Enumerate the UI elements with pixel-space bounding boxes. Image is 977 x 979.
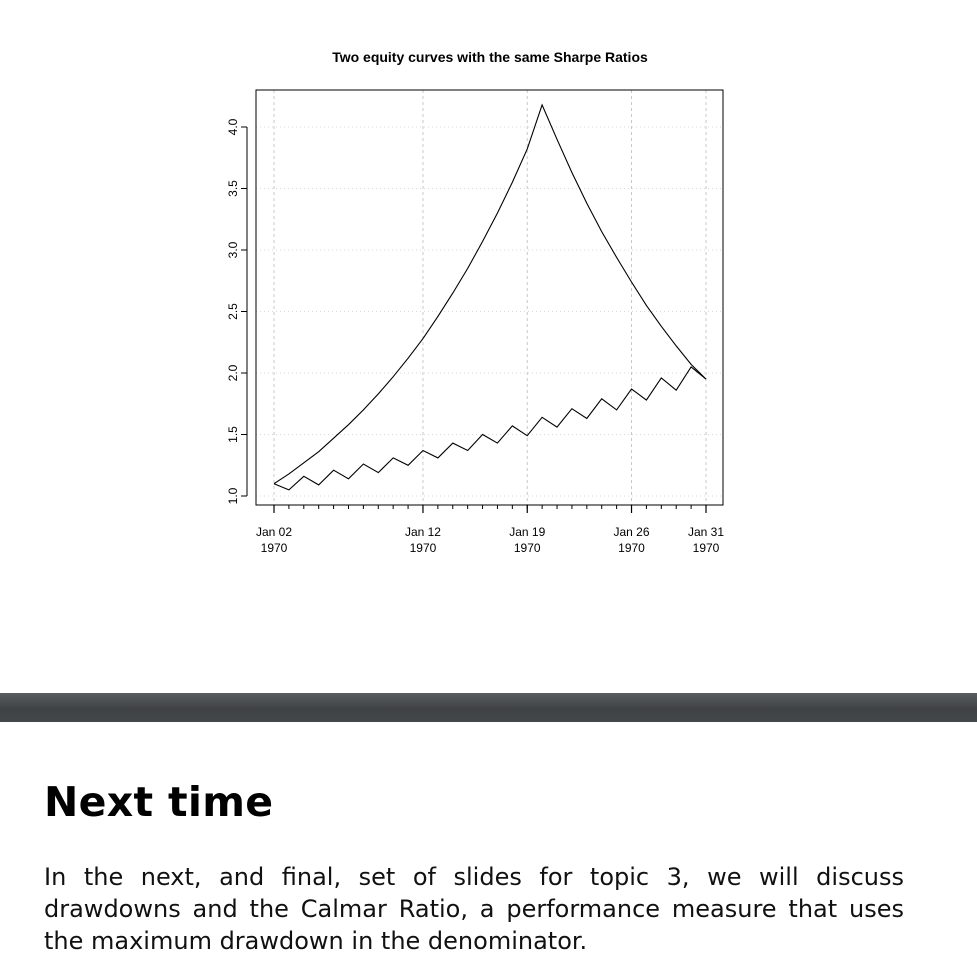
y-tick-label-1: 1.5 [226, 426, 240, 443]
y-tick-label-2: 2.0 [226, 364, 240, 381]
x-tick-label-2: Jan 19 [509, 525, 545, 539]
x-tick-year-label-3: 1970 [618, 541, 645, 555]
chart-area: Two equity curves with the same Sharpe R… [226, 49, 724, 555]
x-tick-year-label-4: 1970 [693, 541, 720, 555]
x-tick-year-label-1: 1970 [410, 541, 437, 555]
section-heading: Next time [44, 778, 274, 826]
series-layer [273, 103, 707, 491]
y-tick-label-6: 4.0 [226, 118, 240, 135]
series-line-1 [273, 103, 707, 485]
y-tick-label-4: 3.0 [226, 241, 240, 258]
plot-frame [255, 89, 724, 506]
y-tick-label-0: 1.0 [226, 487, 240, 504]
x-tick-label-1: Jan 12 [405, 525, 441, 539]
y-tick-label-3: 2.5 [226, 303, 240, 320]
equity-curves-chart: Two equity curves with the same Sharpe R… [226, 49, 724, 555]
slide-divider-bar [0, 693, 977, 722]
series-line-2 [273, 366, 707, 491]
x-tick-label-4: Jan 31 [688, 525, 724, 539]
x-tick-label-0: Jan 02 [256, 525, 292, 539]
section-body-text: In the next, and final, set of slides fo… [44, 863, 904, 955]
x-tick-year-label-2: 1970 [514, 541, 541, 555]
y-tick-label-5: 3.5 [226, 180, 240, 197]
x-tick-year-label-0: 1970 [261, 541, 288, 555]
chart-title: Two equity curves with the same Sharpe R… [332, 49, 648, 65]
x-tick-label-3: Jan 26 [614, 525, 650, 539]
axis-layer: Jan 02 1970 Jan 12 1970 Jan 19 1970 Jan 26 1970… [226, 118, 724, 555]
grid-layer [256, 90, 723, 505]
